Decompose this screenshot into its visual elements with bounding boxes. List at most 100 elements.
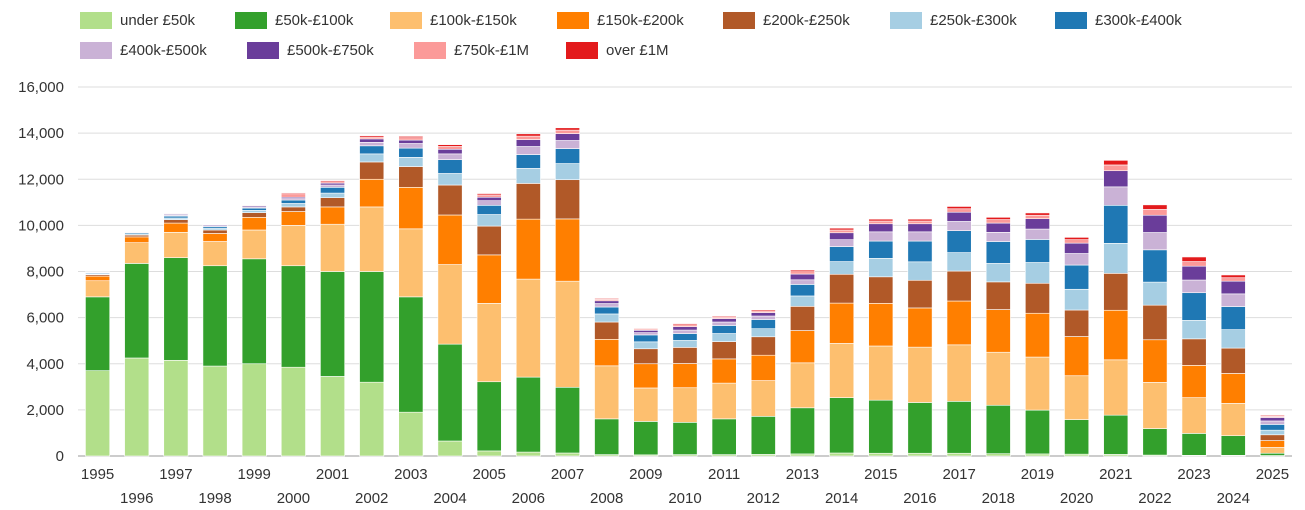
bar-segment[interactable] <box>594 339 620 367</box>
bar-segment[interactable] <box>946 208 972 213</box>
bar-segment[interactable] <box>320 376 345 457</box>
bar-segment[interactable] <box>437 144 463 147</box>
bar-segment[interactable] <box>437 184 463 216</box>
bar-segment[interactable] <box>1259 434 1285 441</box>
bar-segment[interactable] <box>398 143 424 149</box>
bar-segment[interactable] <box>555 280 580 388</box>
bar-segment[interactable] <box>829 232 855 240</box>
bar-segment[interactable] <box>711 318 737 323</box>
bar-segment[interactable] <box>946 230 972 253</box>
bar-segment[interactable] <box>985 263 1011 283</box>
bar-segment[interactable] <box>1064 237 1090 240</box>
bar-segment[interactable] <box>85 280 111 298</box>
bar-segment[interactable] <box>633 328 659 330</box>
bar-segment[interactable] <box>320 271 345 377</box>
bar-segment[interactable] <box>555 386 580 454</box>
bar-segment[interactable] <box>124 236 150 243</box>
bar-segment[interactable] <box>907 452 933 457</box>
bar-segment[interactable] <box>241 229 267 260</box>
bar-segment[interactable] <box>476 200 502 206</box>
bar-segment[interactable] <box>437 264 463 345</box>
bar-segment[interactable] <box>280 193 306 198</box>
bar-segment[interactable] <box>750 354 776 381</box>
bar-segment[interactable] <box>633 330 659 333</box>
bar-segment[interactable] <box>672 333 698 341</box>
bar-segment[interactable] <box>829 302 855 344</box>
bar-segment[interactable] <box>594 300 620 304</box>
bar-segment[interactable] <box>711 321 737 326</box>
bar-segment[interactable] <box>1025 212 1050 216</box>
bar-segment[interactable] <box>163 219 189 224</box>
bar-segment[interactable] <box>711 418 737 455</box>
bar-segment[interactable] <box>1259 440 1285 448</box>
bar-segment[interactable] <box>907 261 933 281</box>
bar-segment[interactable] <box>515 376 541 453</box>
bar-segment[interactable] <box>790 273 815 281</box>
bar-segment[interactable] <box>1259 415 1285 417</box>
bar-segment[interactable] <box>633 334 659 343</box>
bar-segment[interactable] <box>476 303 502 383</box>
bar-segment[interactable] <box>1220 277 1246 282</box>
bar-segment[interactable] <box>555 127 580 131</box>
bar-segment[interactable] <box>985 309 1011 353</box>
bar-segment[interactable] <box>241 207 267 211</box>
bar-segment[interactable] <box>1025 228 1050 240</box>
bar-segment[interactable] <box>359 161 385 180</box>
bar-segment[interactable] <box>633 332 659 336</box>
bar-segment[interactable] <box>241 258 267 365</box>
bar-segment[interactable] <box>1064 336 1090 377</box>
bar-segment[interactable] <box>1064 253 1090 266</box>
bar-segment[interactable] <box>790 362 815 409</box>
bar-segment[interactable] <box>1181 365 1207 398</box>
bar-segment[interactable] <box>555 129 580 134</box>
bar-segment[interactable] <box>868 303 894 347</box>
legend-item[interactable]: £400k-£500k <box>80 40 207 60</box>
bar-segment[interactable] <box>359 145 385 155</box>
bar-segment[interactable] <box>946 221 972 231</box>
bar-segment[interactable] <box>985 404 1011 454</box>
bar-segment[interactable] <box>946 252 972 272</box>
bar-segment[interactable] <box>985 222 1011 233</box>
bar-segment[interactable] <box>907 402 933 454</box>
bar-segment[interactable] <box>985 217 1011 220</box>
bar-segment[interactable] <box>672 363 698 389</box>
bar-segment[interactable] <box>868 345 894 401</box>
bar-segment[interactable] <box>907 223 933 233</box>
bar-segment[interactable] <box>790 271 815 275</box>
bar-segment[interactable] <box>1103 309 1129 361</box>
bar-segment[interactable] <box>985 351 1011 406</box>
bar-segment[interactable] <box>868 223 894 233</box>
bar-segment[interactable] <box>1025 218 1050 230</box>
bar-segment[interactable] <box>359 142 385 147</box>
bar-segment[interactable] <box>320 223 345 272</box>
bar-segment[interactable] <box>515 168 541 184</box>
bar-segment[interactable] <box>555 133 580 141</box>
bar-segment[interactable] <box>946 300 972 346</box>
bar-segment[interactable] <box>633 341 659 350</box>
bar-segment[interactable] <box>907 218 933 222</box>
bar-segment[interactable] <box>1220 347 1246 374</box>
bar-segment[interactable] <box>359 138 385 143</box>
bar-segment[interactable] <box>555 140 580 149</box>
bar-segment[interactable] <box>711 325 737 334</box>
bar-segment[interactable] <box>829 397 855 454</box>
bar-segment[interactable] <box>359 153 385 163</box>
bar-segment[interactable] <box>555 179 580 220</box>
bar-segment[interactable] <box>1064 288 1090 311</box>
bar-segment[interactable] <box>398 157 424 167</box>
bar-segment[interactable] <box>320 197 345 208</box>
bar-segment[interactable] <box>515 278 541 378</box>
bar-segment[interactable] <box>85 296 111 371</box>
bar-segment[interactable] <box>1220 293 1246 307</box>
bar-segment[interactable] <box>750 315 776 320</box>
bar-segment[interactable] <box>1142 281 1168 306</box>
bar-segment[interactable] <box>437 159 463 174</box>
bar-segment[interactable] <box>1181 338 1207 366</box>
bar-segment[interactable] <box>868 231 894 242</box>
bar-segment[interactable] <box>1025 312 1050 358</box>
bar-segment[interactable] <box>320 187 345 194</box>
bar-segment[interactable] <box>515 183 541 220</box>
bar-segment[interactable] <box>1064 242 1090 254</box>
bar-segment[interactable] <box>1220 373 1246 404</box>
legend-item[interactable]: £750k-£1M <box>414 40 529 60</box>
